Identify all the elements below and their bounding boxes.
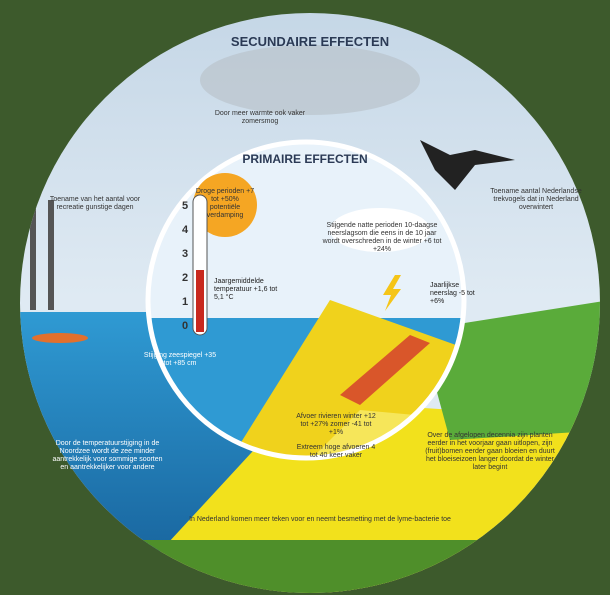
rivers-text: Afvoer rivieren winter +12 tot +27% zome… [296, 413, 376, 437]
illustration [0, 0, 610, 595]
thermometer-tick: 2 [180, 272, 190, 284]
drought-text: Droge perioden +7 tot +50% potentiële ve… [195, 188, 255, 220]
sea-text: Door de temperatuurstijging in de Noordz… [50, 440, 165, 472]
thermometer-tick: 4 [180, 224, 190, 236]
birds-text: Toename aantal Nederlandse trekvogels da… [486, 188, 586, 212]
thermometer-tick: 1 [180, 296, 190, 308]
recreation-text: Toename van het aantal voor recreatie gu… [40, 196, 150, 212]
temperature-text: Jaargemiddelde temperatuur +1,6 tot 5,1 … [214, 278, 284, 302]
inner-title: PRIMAIRE EFFECTEN [220, 152, 390, 166]
thermometer-tick: 0 [180, 320, 190, 332]
smog-text: Door meer warmte ook vaker zomersmog [205, 110, 315, 126]
extreme-text: Extreem hoge afvoeren 4 tot 40 keer vake… [296, 444, 376, 460]
outer-title: SECUNDAIRE EFFECTEN [200, 34, 420, 49]
ticks-text: In Nederland komen meer teken voor en ne… [160, 516, 480, 524]
plants-text: Over de afgelopen decennia zijn planten … [420, 432, 560, 472]
precipitation-text: Jaarlijkse neerslag -5 tot +6% [430, 282, 480, 306]
infographic: SECUNDAIRE EFFECTEN PRIMAIRE EFFECTEN Do… [0, 0, 610, 595]
sealevel-text: Stijging zeespiegel +35 tot +85 cm [140, 352, 220, 368]
thermometer-tick: 5 [180, 200, 190, 212]
wet-text: Stijgende natte perioden 10-daagse neers… [322, 222, 442, 254]
thermometer-tick: 3 [180, 248, 190, 260]
